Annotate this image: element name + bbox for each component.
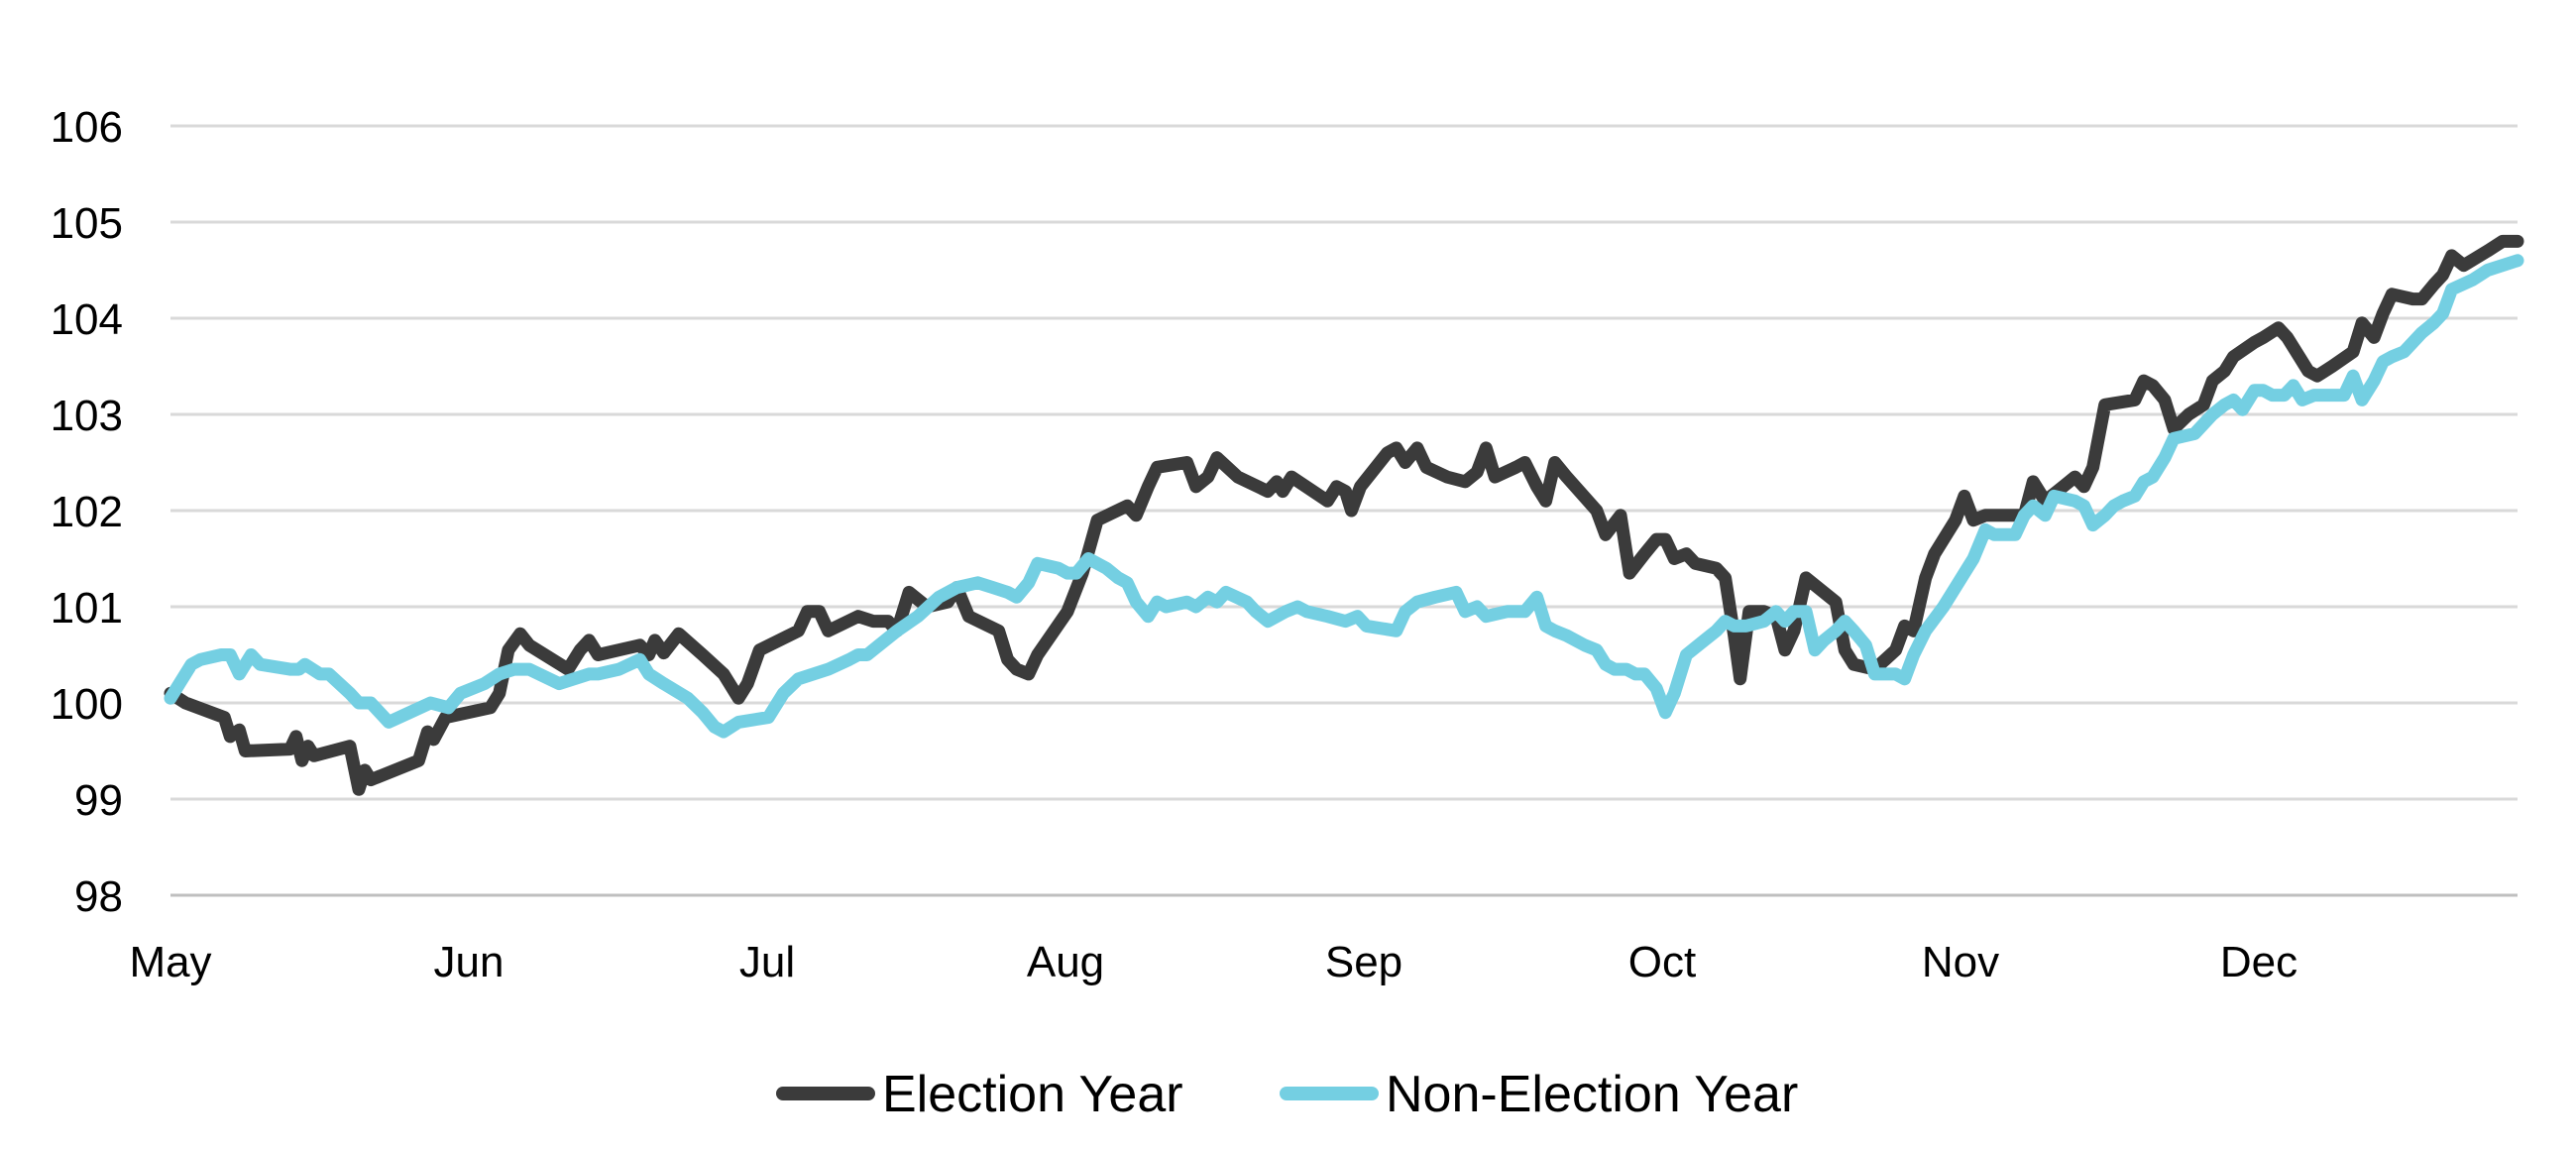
x-tick-label-nov: Nov	[1922, 938, 1999, 986]
x-tick-label-jul: Jul	[739, 938, 795, 986]
y-axis-tick-labels: 98 99 100 101 102 103 104 105 106	[51, 103, 123, 921]
legend-label-non-election-year: Non-Election Year	[1386, 1066, 1798, 1123]
x-tick-label-dec: Dec	[2220, 938, 2297, 986]
x-axis-tick-labels: May Jun Jul Aug Sep Oct Nov Dec	[129, 938, 2297, 986]
x-tick-label-may: May	[129, 938, 211, 986]
x-tick-label-aug: Aug	[1027, 938, 1104, 986]
y-tick-label-106: 106	[51, 103, 123, 152]
series-line-non-election-year	[164, 254, 2524, 739]
x-tick-label-sep: Sep	[1325, 938, 1402, 986]
gridlines	[170, 124, 2518, 897]
legend: Election Year Non-Election Year	[776, 1066, 1798, 1123]
legend-label-election-year: Election Year	[882, 1066, 1183, 1123]
y-tick-label-103: 103	[51, 392, 123, 440]
y-tick-label-101: 101	[51, 584, 123, 633]
series-lines	[164, 234, 2524, 796]
y-tick-label-98: 98	[74, 872, 123, 921]
y-tick-label-105: 105	[51, 199, 123, 248]
series-line-election-year	[164, 234, 2524, 796]
y-tick-label-99: 99	[74, 776, 123, 825]
x-tick-label-oct: Oct	[1628, 938, 1696, 986]
y-tick-label-100: 100	[51, 680, 123, 729]
y-tick-label-102: 102	[51, 488, 123, 536]
y-tick-label-104: 104	[51, 295, 123, 344]
x-tick-label-jun: Jun	[434, 938, 504, 986]
